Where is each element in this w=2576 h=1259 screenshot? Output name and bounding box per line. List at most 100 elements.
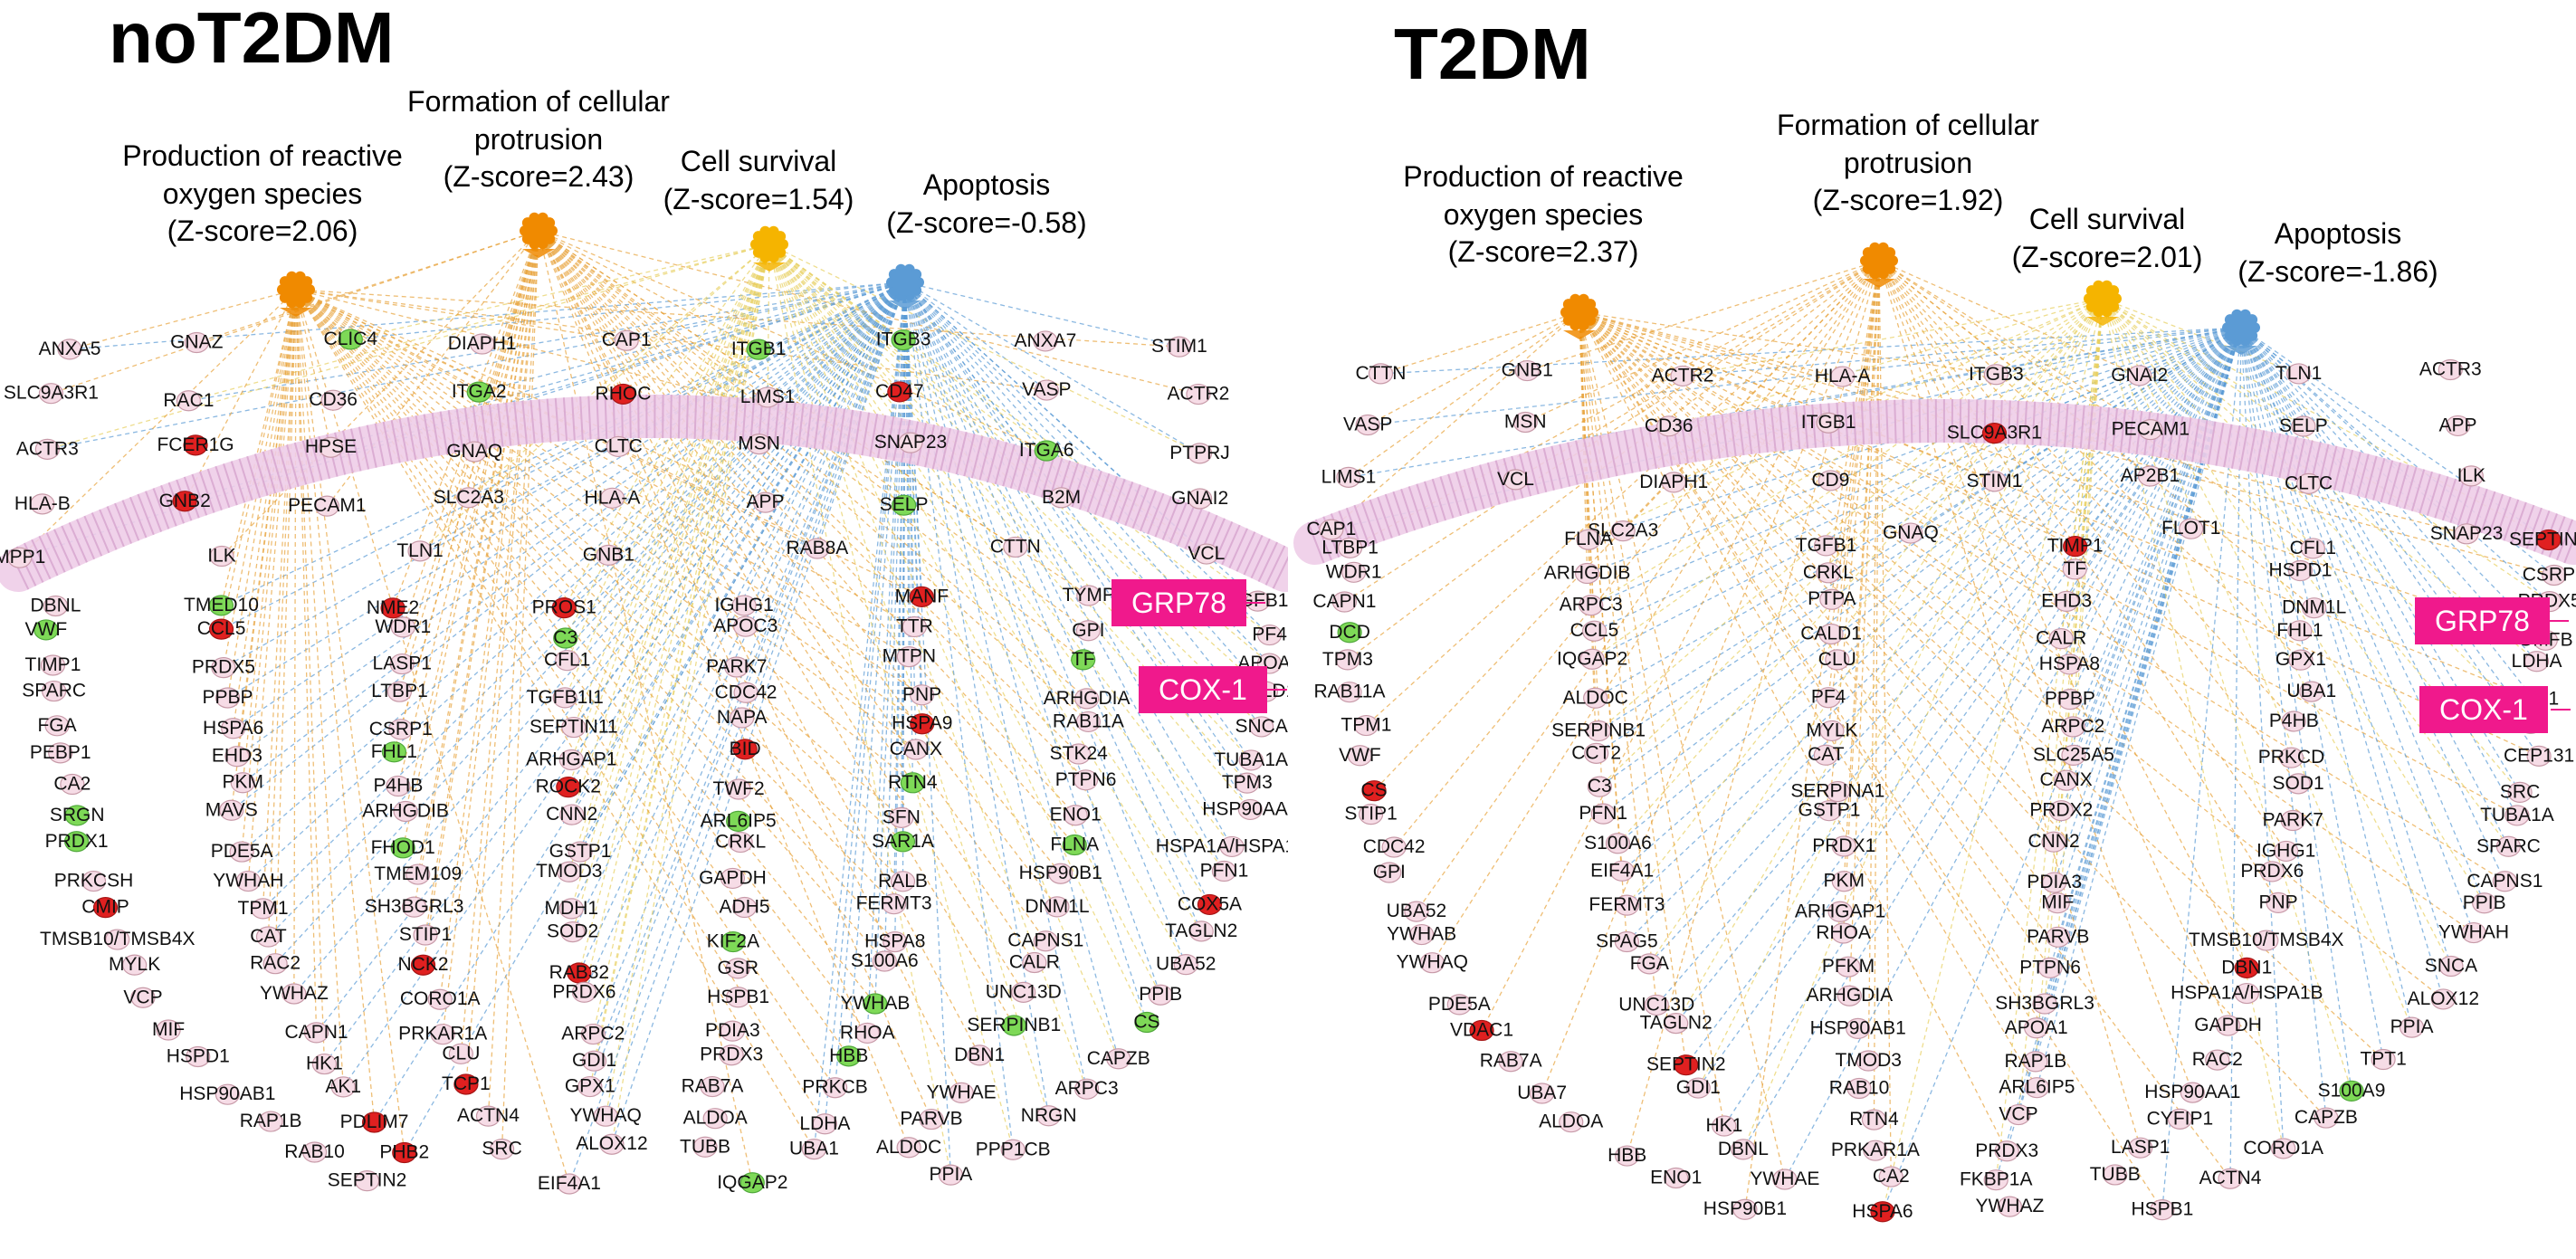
gene-label: ALDOC (1562, 687, 1627, 708)
gene-marker (42, 680, 67, 702)
gene-label: PPBP (2045, 689, 2095, 710)
gene-label: CALD1 (1800, 623, 1862, 644)
edge-line (572, 243, 770, 932)
edge-line (1744, 260, 1880, 1210)
gene-label: ITGB3 (1969, 364, 2024, 385)
gene-marker (2285, 773, 2311, 795)
gene-marker (725, 987, 751, 1008)
gene-rab10: RAB10 (284, 1141, 345, 1163)
gene-marker (1584, 742, 1609, 764)
gene-marker (1361, 780, 1387, 802)
gene-label: GNAI2 (1171, 488, 1228, 509)
gene-prdx3: PRDX3 (1975, 1140, 2038, 1162)
edge-line (768, 243, 1259, 602)
gene-vcl: VCL (1188, 543, 1225, 565)
edge-line (538, 230, 1088, 700)
gene-marker (1816, 562, 1841, 584)
gene-label: RTN4 (888, 772, 938, 793)
edge-line (768, 243, 1225, 872)
gene-label: GNAZ (170, 332, 224, 353)
gene-marker (1045, 896, 1070, 918)
gene-label: ARHGDIA (1806, 985, 1893, 1006)
gene-pkm: PKM (1824, 871, 1865, 892)
gene-marker (1579, 595, 1604, 616)
edge-line (1431, 260, 1880, 964)
gene-label: RAC2 (2192, 1049, 2243, 1070)
gene-label: CLTC (2285, 472, 2333, 493)
hub-core (525, 217, 552, 244)
gene-marker (301, 1141, 328, 1163)
edge-line (2240, 327, 2540, 757)
gene-marker (919, 1108, 944, 1130)
gene-ralb: RALB (878, 871, 928, 892)
gene-hsp90b1: HSP90B1 (1019, 863, 1102, 884)
edge-line (295, 289, 1179, 348)
gene-marker (881, 893, 907, 915)
gene-label: DNM1L (2282, 597, 2346, 618)
gene-marker (470, 333, 495, 355)
edge-line (538, 230, 759, 350)
gene-canx: CANX (890, 739, 942, 760)
gene-label: SNCA (1235, 716, 1287, 737)
gene-label: CANX (890, 739, 942, 759)
gene-label: RHOA (840, 1022, 895, 1043)
edge-line (1579, 311, 2074, 728)
edge-line (1867, 260, 1880, 1062)
edge-line (295, 289, 818, 549)
gene-marker (380, 597, 405, 619)
gene-label: CALR (2036, 628, 2086, 649)
gene-label: HSP90AA1 (1202, 798, 1288, 819)
gene-label: PTPN6 (1055, 769, 1117, 790)
gene-marker (1818, 470, 1843, 491)
gene-crkl: CRKL (715, 832, 766, 854)
gene-marker (2150, 1199, 2175, 1221)
edge-line (904, 281, 1211, 905)
gene-kif2a: KIF2A (707, 931, 759, 953)
gene-marker (2286, 363, 2312, 385)
gene-label: UBA7 (1517, 1083, 1567, 1103)
gene-label: RAB10 (1829, 1077, 1890, 1098)
edge-line (2240, 327, 2505, 882)
gene-label: ARL6IP5 (1999, 1077, 2075, 1098)
gene-src: SRC (2500, 781, 2540, 804)
gene-hspa8: HSPA8 (2039, 653, 2100, 675)
gene-marker (1685, 1077, 1711, 1099)
gene-marker (2063, 536, 2088, 558)
edge-line (578, 281, 906, 974)
edge-line (570, 281, 906, 910)
gene-label: CLIC4 (324, 329, 378, 349)
gene-marker (2430, 988, 2456, 1010)
gene-ywhaz: YWHAZ (1976, 1196, 2045, 1217)
gene-pfn1: PFN1 (1579, 803, 1627, 825)
gene-label: ADH5 (720, 896, 770, 917)
gene-marker (1559, 1111, 1584, 1133)
gene-marker (610, 383, 636, 405)
gene-label: ARHGDIB (362, 800, 449, 821)
gene-capzb: CAPZB (1087, 1048, 1150, 1070)
edge-line (538, 230, 910, 1149)
gene-label: PTPA (1808, 588, 1856, 609)
gene-marker (700, 1075, 725, 1098)
edge-line (1598, 327, 2242, 732)
edge-line (422, 230, 539, 966)
gene-ighg1: IGHG1 (2256, 840, 2315, 863)
gene-cdc42: CDC42 (1363, 836, 1426, 858)
gene-cyfip1: CYFIP1 (2147, 1108, 2213, 1130)
edge-line (295, 289, 344, 1087)
gene-rab10: RAB10 (1829, 1077, 1890, 1100)
gene-itgb3: ITGB3 (876, 329, 930, 351)
gene-marker (1022, 951, 1047, 974)
gene-sod2: SOD2 (547, 921, 598, 943)
gene-label: TPM3 (1322, 649, 1373, 670)
gene-label: B2M (1042, 487, 1081, 508)
edge-line (295, 289, 1047, 391)
gene-actr2: ACTR2 (1652, 365, 1713, 387)
gene-marker (250, 898, 276, 920)
gene-label: CORO1A (2243, 1138, 2323, 1159)
edge-line (295, 289, 915, 628)
gene-marker (1049, 487, 1074, 509)
gene-marker (2302, 597, 2327, 619)
gene-arhgdia: ARHGDIA (1044, 688, 1130, 710)
edge-line (350, 243, 770, 340)
gene-marker (1338, 537, 1363, 558)
